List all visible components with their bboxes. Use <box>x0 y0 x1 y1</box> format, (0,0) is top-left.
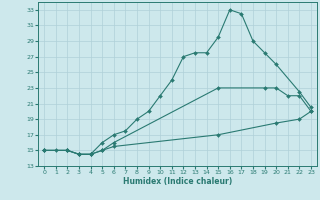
X-axis label: Humidex (Indice chaleur): Humidex (Indice chaleur) <box>123 177 232 186</box>
